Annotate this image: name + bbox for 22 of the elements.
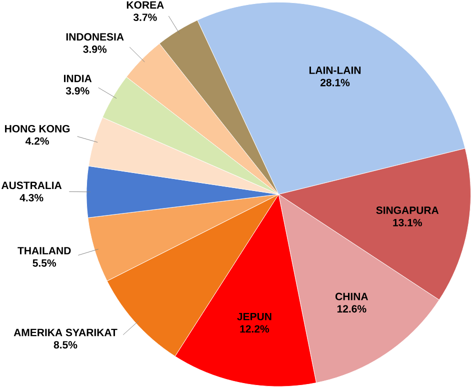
data-label: 13.1%	[393, 219, 422, 226]
data-label: 5.5%	[32, 259, 56, 267]
data-label: 4.3%	[20, 194, 44, 202]
data-label: 12.2%	[240, 325, 270, 333]
slice-label: KOREA	[126, 1, 164, 9]
data-label: 3.9%	[83, 46, 107, 54]
data-label: 4.2%	[25, 137, 49, 145]
slice-label: THAILAND	[18, 247, 71, 254]
data-label: 3.7%	[133, 14, 157, 22]
slice-label: HONG KONG	[5, 125, 70, 133]
data-label: 28.1%	[320, 79, 350, 86]
slice-label: INDONESIA	[66, 33, 124, 41]
data-label: 8.5%	[54, 341, 78, 349]
slice-label: JEPUN	[237, 313, 272, 320]
slice-label: SINGAPURA	[376, 206, 439, 214]
slice-label: LAIN-LAIN	[309, 66, 361, 74]
slice-label: CHINA	[335, 292, 368, 300]
data-label: 3.9%	[66, 87, 90, 95]
slice-label: INDIA	[64, 74, 92, 82]
slice-label: AUSTRALIA	[1, 182, 62, 190]
slice-label: AMERIKA SYARIKAT	[14, 328, 118, 336]
data-label: 12.6%	[337, 305, 366, 313]
